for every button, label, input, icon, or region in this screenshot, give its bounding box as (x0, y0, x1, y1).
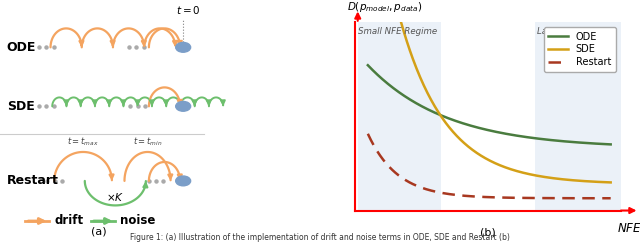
Text: Figure 1: (a) Illustration of the implementation of drift and noise terms in ODE: Figure 1: (a) Illustration of the implem… (130, 233, 510, 242)
Bar (535, 22, 623, 211)
Text: $t = 0$: $t = 0$ (176, 4, 200, 16)
Text: $D(p_{model}, p_{data})$: $D(p_{model}, p_{data})$ (348, 0, 422, 14)
Circle shape (176, 42, 191, 52)
Circle shape (176, 101, 191, 111)
Text: Restart: Restart (7, 174, 59, 187)
Text: noise: noise (120, 214, 156, 227)
Text: Small NFE Regime: Small NFE Regime (358, 27, 437, 37)
Text: $t = t_{max}$: $t = t_{max}$ (67, 135, 99, 148)
Text: $t = t_{min}$: $t = t_{min}$ (132, 135, 163, 148)
Bar (358, 22, 441, 211)
Text: (b): (b) (480, 227, 496, 237)
Text: Large NFE Regime: Large NFE Regime (536, 27, 616, 37)
Text: drift: drift (54, 214, 83, 227)
Text: ODE: ODE (7, 41, 36, 54)
Circle shape (176, 176, 191, 186)
Text: SDE: SDE (7, 100, 35, 113)
Text: $\times K$: $\times K$ (106, 191, 124, 203)
Text: $NFE$: $NFE$ (617, 222, 640, 235)
Legend: ODE, SDE, Restart: ODE, SDE, Restart (543, 27, 616, 72)
Text: (a): (a) (90, 227, 106, 237)
